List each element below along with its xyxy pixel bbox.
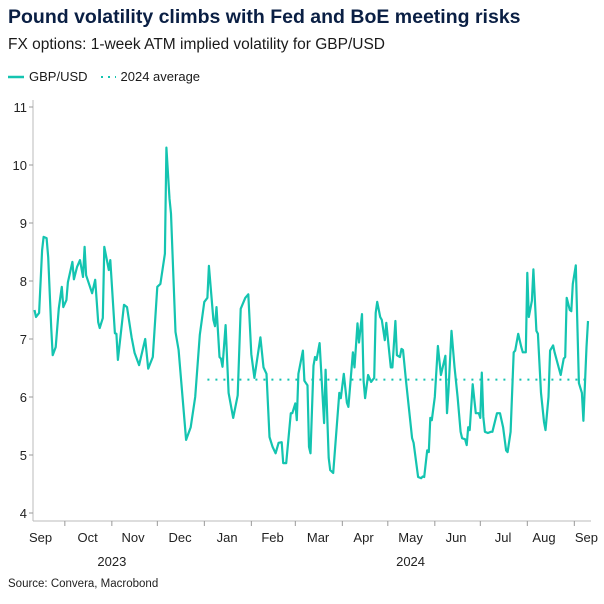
y-tick-label: 7 <box>20 332 27 347</box>
x-tick-label: Jul <box>495 530 512 545</box>
legend-solid-line-icon <box>8 75 24 78</box>
y-tick-label: 10 <box>13 158 27 173</box>
x-tick-label: Aug <box>532 530 555 545</box>
y-tick-label: 11 <box>14 100 28 115</box>
y-tick-label: 4 <box>20 506 27 521</box>
y-tick-label: 6 <box>20 390 27 405</box>
chart-subtitle: FX options: 1-week ATM implied volatilit… <box>8 36 386 53</box>
x-tick-label: Oct <box>77 530 98 545</box>
x-tick-label: Jan <box>217 530 238 545</box>
source-note: Source: Convera, Macrobond <box>8 578 159 590</box>
legend-item-average: 2024 average <box>100 69 201 84</box>
x-year-label: 2024 <box>396 554 425 569</box>
chart-title: Pound volatility climbs with Fed and BoE… <box>8 6 521 28</box>
legend: GBP/USD 2024 average <box>8 69 206 84</box>
y-tick-label: 8 <box>20 274 27 289</box>
y-tick-label: 5 <box>20 448 27 463</box>
x-tick-label: May <box>398 530 423 545</box>
legend-dotted-line-icon <box>100 75 116 78</box>
legend-item-gbpusd: GBP/USD <box>8 69 88 84</box>
x-tick-label: Feb <box>261 530 283 545</box>
series-line-gbpusd <box>33 146 590 480</box>
x-tick-label: Sep <box>575 530 598 545</box>
y-tick-label: 9 <box>20 216 27 231</box>
x-tick-label: Apr <box>353 530 374 545</box>
x-tick-label: Mar <box>307 530 330 545</box>
x-tick-label: Jun <box>446 530 467 545</box>
x-year-label: 2023 <box>97 554 126 569</box>
legend-label: GBP/USD <box>29 69 88 84</box>
legend-label: 2024 average <box>120 69 201 84</box>
x-tick-label: Sep <box>29 530 52 545</box>
x-tick-label: Dec <box>169 530 193 545</box>
x-tick-label: Nov <box>122 530 146 545</box>
